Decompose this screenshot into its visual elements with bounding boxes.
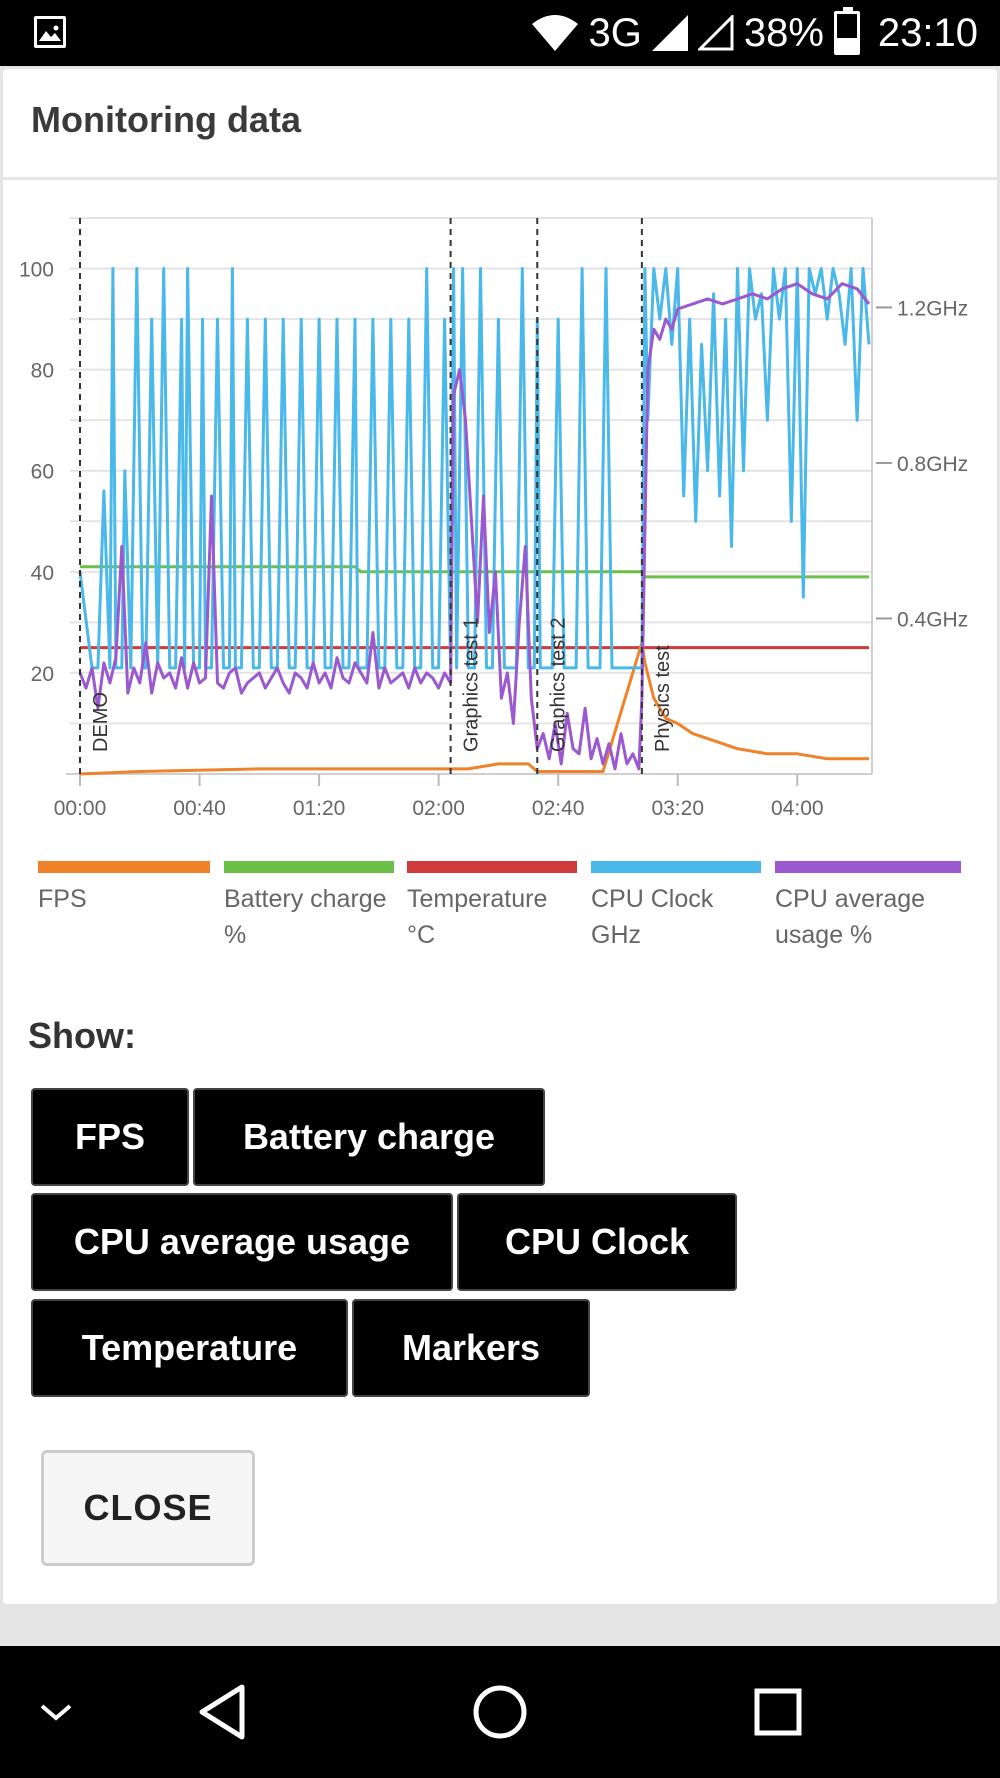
- legend-item: CPU Clock GHz: [591, 861, 761, 951]
- toggle-battery-button[interactable]: Battery charge: [193, 1088, 545, 1186]
- navigation-bar: [0, 1646, 1000, 1778]
- network-type: 3G: [588, 10, 642, 55]
- toggle-temperature-button[interactable]: Temperature: [31, 1299, 348, 1397]
- toggle-cpu-clock-label: CPU Clock: [504, 1221, 690, 1262]
- toggle-cpu-usage-label: CPU average usage: [73, 1221, 411, 1262]
- toggle-markers-label: Markers: [401, 1327, 541, 1368]
- legend-item: Temperature °C: [407, 861, 577, 951]
- legend-item: Battery charge %: [224, 861, 394, 951]
- toggle-fps-button[interactable]: FPS: [31, 1088, 189, 1186]
- toggle-markers-button[interactable]: Markers: [352, 1299, 590, 1397]
- battery-percent: 38%: [743, 10, 824, 55]
- toggle-cpu-clock-button[interactable]: CPU Clock: [457, 1193, 737, 1291]
- wifi-icon: [532, 15, 579, 51]
- toggle-fps-label: FPS: [74, 1116, 145, 1157]
- toggle-battery-label: Battery charge: [242, 1116, 496, 1157]
- legend-label: FPS: [38, 885, 87, 913]
- title-divider: [3, 177, 997, 180]
- image-notification-icon: [34, 16, 66, 48]
- legend-label: Temperature °C: [407, 885, 548, 949]
- toggle-temperature-label: Temperature: [81, 1327, 298, 1368]
- close-button[interactable]: CLOSE: [41, 1450, 255, 1566]
- show-label: Show:: [28, 1015, 136, 1056]
- legend-label: CPU average usage %: [775, 885, 926, 949]
- back-icon[interactable]: [152, 1646, 292, 1778]
- clock-time: 23:10: [877, 10, 978, 55]
- toggle-cpu-usage-button[interactable]: CPU average usage: [31, 1193, 453, 1291]
- legend-swatch: [38, 861, 210, 873]
- legend-item: CPU average usage %: [775, 861, 961, 951]
- legend-swatch: [407, 861, 577, 873]
- legend-item: FPS: [38, 861, 210, 951]
- legend-swatch: [775, 861, 961, 873]
- legend-swatch: [591, 861, 761, 873]
- legend-label: Battery charge %: [224, 885, 387, 949]
- status-bar: 3G 38% 23:10: [0, 0, 1000, 66]
- battery-icon: [833, 7, 860, 55]
- recents-icon[interactable]: [708, 1646, 848, 1778]
- legend-label: CPU Clock GHz: [591, 885, 714, 949]
- signal-icon: [651, 15, 688, 51]
- signal-empty-icon: [697, 15, 734, 51]
- legend-swatch: [224, 861, 394, 873]
- close-button-label: CLOSE: [83, 1487, 213, 1528]
- dialog-title: Monitoring data: [31, 99, 301, 140]
- chevron-down-icon[interactable]: [0, 1646, 126, 1778]
- home-icon[interactable]: [430, 1646, 570, 1778]
